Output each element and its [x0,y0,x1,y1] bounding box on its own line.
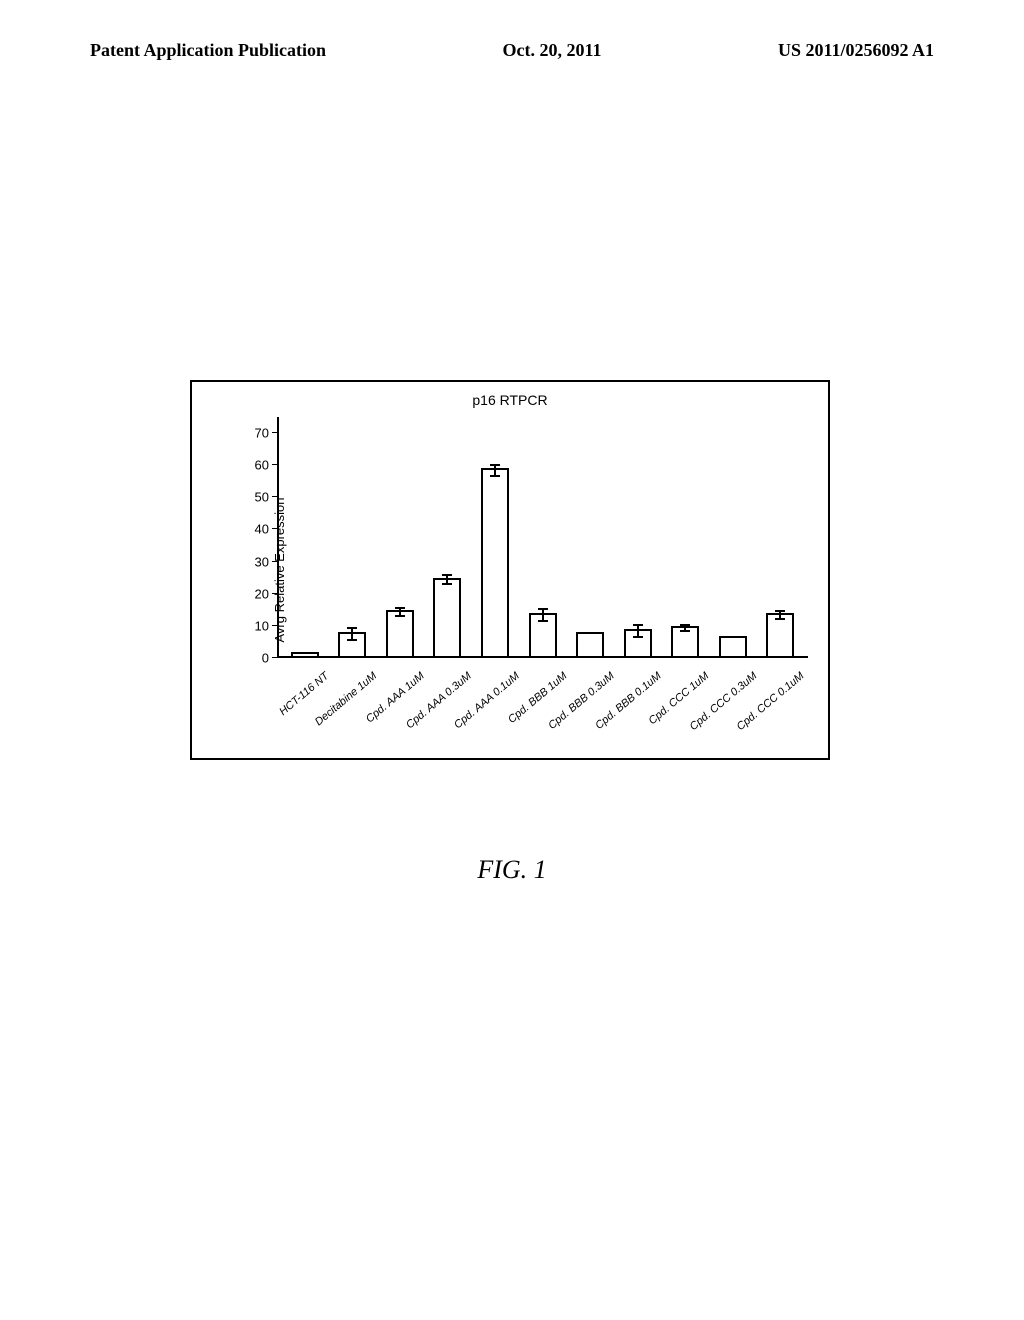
bar-wrapper [329,417,377,658]
x-label-wrapper: Cpd. CCC 1uM [661,658,709,758]
x-labels-container: HCT-116 NTDecitabine 1uMCpd. AAA 1uMCpd.… [277,658,808,758]
y-tick-label: 40 [255,522,277,537]
y-tick-mark [272,464,277,465]
y-tick-label: 0 [262,651,277,666]
bar [338,632,366,658]
header-right: US 2011/0256092 A1 [778,40,934,61]
y-tick-mark [272,432,277,433]
error-cap-bottom [395,615,405,617]
header-left: Patent Application Publication [90,40,326,61]
y-tick-label: 30 [255,554,277,569]
error-cap-bottom [490,475,500,477]
x-label-wrapper: Cpd. CCC 0.1uM [756,658,804,758]
error-cap-bottom [775,618,785,620]
x-label-wrapper: Cpd. AAA 0.3uM [424,658,472,758]
header-center: Oct. 20, 2011 [503,40,602,61]
y-tick-label: 20 [255,586,277,601]
bar-wrapper [281,417,329,658]
bar-wrapper [376,417,424,658]
y-tick-label: 70 [255,426,277,441]
chart-title: p16 RTPCR [472,392,547,408]
error-cap-bottom [347,639,357,641]
y-tick-mark [272,528,277,529]
x-label-wrapper: Cpd. CCC 0.3uM [709,658,757,758]
bars-container [277,417,808,658]
error-cap-bottom [680,630,690,632]
error-cap-bottom [442,583,452,585]
page-header: Patent Application Publication Oct. 20, … [0,0,1024,61]
y-tick-mark [272,561,277,562]
bar-wrapper [709,417,757,658]
y-tick-mark [272,593,277,594]
y-tick-mark [272,625,277,626]
bar [481,468,509,658]
bar-wrapper [756,417,804,658]
bar-wrapper [614,417,662,658]
x-label-wrapper: Cpd. BBB 0.1uM [614,658,662,758]
bar [766,613,794,658]
x-label-wrapper: Cpd. BBB 1uM [519,658,567,758]
error-cap-top [775,610,785,612]
bar [386,610,414,658]
error-cap-top [538,608,548,610]
error-cap-top [395,607,405,609]
error-cap-top [490,464,500,466]
error-cap-top [442,574,452,576]
bar-wrapper [566,417,614,658]
error-cap-bottom [633,636,643,638]
x-label-wrapper: Decitabine 1uM [329,658,377,758]
bar-wrapper [519,417,567,658]
x-label-wrapper: Cpd. AAA 1uM [376,658,424,758]
x-label-wrapper: Cpd. AAA 0.1uM [471,658,519,758]
error-cap-top [680,624,690,626]
bar [624,629,652,658]
error-cap-top [633,624,643,626]
plot-area: 010203040506070 [277,417,808,658]
bar [671,626,699,658]
figure-label: FIG. 1 [477,855,546,885]
bar [433,578,461,658]
bar [576,632,604,658]
x-label-wrapper: Cpd. BBB 0.3uM [566,658,614,758]
error-cap-bottom [538,620,548,622]
bar-wrapper [661,417,709,658]
y-tick-mark [272,496,277,497]
y-tick-label: 10 [255,618,277,633]
bar-chart: p16 RTPCR Avrg Relative Expression 01020… [190,380,830,760]
error-cap-top [347,627,357,629]
x-label-wrapper: HCT-116 NT [281,658,329,758]
bar [529,613,557,658]
bar-wrapper [424,417,472,658]
bar-wrapper [471,417,519,658]
bar [719,636,747,658]
y-tick-label: 50 [255,490,277,505]
y-tick-label: 60 [255,458,277,473]
